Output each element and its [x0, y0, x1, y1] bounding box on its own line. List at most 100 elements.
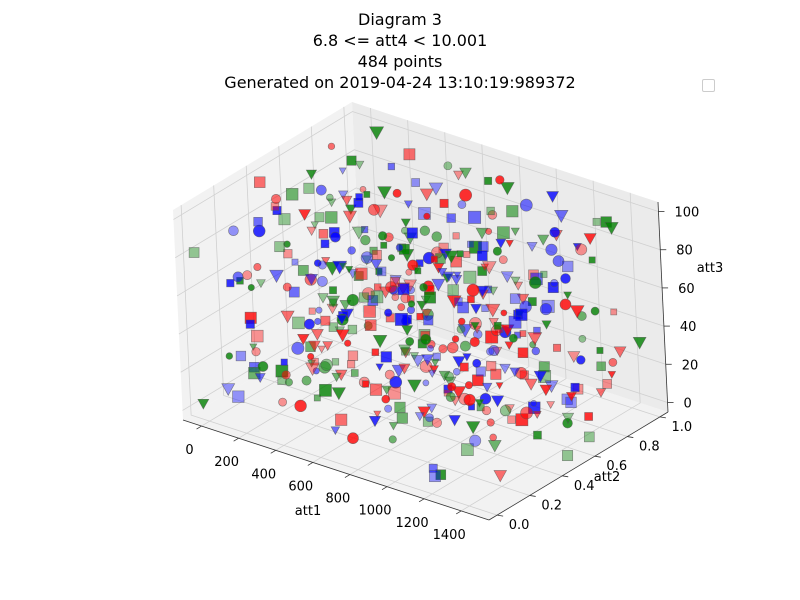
data-point-circle — [225, 352, 233, 360]
data-point-triangle — [453, 271, 462, 279]
grid-line-y — [180, 205, 498, 516]
data-point-circle — [384, 369, 395, 380]
data-point-square — [364, 319, 377, 331]
data-point-circle — [346, 293, 359, 307]
data-point-triangle — [305, 362, 320, 376]
data-point-square — [570, 382, 580, 392]
data-point-triangle — [368, 415, 382, 428]
x-tick-label: 800 — [325, 492, 350, 507]
x-tick — [381, 486, 388, 491]
y-tick — [659, 416, 666, 419]
data-point-circle — [451, 335, 460, 343]
data-point-circle — [575, 243, 588, 256]
data-point-square — [394, 401, 406, 413]
data-point-circle — [330, 231, 341, 243]
data-point-square — [475, 366, 486, 377]
data-point-circle — [608, 358, 618, 367]
y-tick-label: 0.8 — [639, 440, 660, 455]
data-point-circle — [378, 231, 388, 241]
x-tick — [344, 474, 351, 478]
data-point-circle — [530, 400, 538, 407]
grid-line-x — [201, 108, 381, 427]
data-point-circle — [392, 188, 402, 198]
data-point-triangle — [373, 410, 382, 418]
data-point-square — [472, 374, 484, 387]
data-point-square — [540, 270, 548, 278]
data-point-square — [355, 267, 368, 280]
data-point-triangle — [298, 209, 312, 221]
data-point-triangle — [338, 190, 349, 200]
data-point-triangle — [254, 373, 266, 384]
data-point-triangle — [427, 369, 437, 378]
data-point-triangle — [537, 234, 550, 246]
data-point-circle — [486, 418, 495, 427]
data-point-circle — [508, 333, 518, 343]
data-point-circle — [444, 371, 454, 382]
data-point-triangle — [526, 241, 538, 252]
data-point-circle — [271, 193, 282, 204]
data-point-triangle — [470, 304, 482, 315]
data-point-triangle — [326, 198, 337, 208]
data-point-square — [562, 260, 574, 273]
data-point-square — [325, 211, 338, 224]
data-point-circle — [486, 347, 495, 356]
grid-line-z — [178, 225, 665, 335]
data-point-triangle — [398, 344, 412, 357]
data-point-triangle — [345, 204, 357, 216]
data-point-square — [303, 182, 315, 194]
data-point-triangle — [317, 293, 329, 304]
data-point-circle — [447, 341, 459, 354]
data-point-square — [610, 308, 618, 316]
data-point-square — [380, 351, 392, 363]
data-point-triangle — [500, 182, 515, 196]
data-point-circle — [559, 298, 572, 311]
chart-title-line-3: 484 points — [357, 52, 443, 71]
data-point-square — [461, 443, 474, 456]
data-point-triangle — [539, 384, 553, 397]
data-point-circle — [381, 394, 391, 404]
data-point-circle — [425, 413, 434, 423]
data-point-square — [335, 413, 348, 426]
data-point-circle — [253, 263, 262, 271]
data-point-square — [297, 265, 309, 276]
z-tick-label: 80 — [676, 244, 693, 259]
data-point-triangle — [421, 354, 435, 367]
data-point-square — [363, 191, 371, 198]
data-point-square — [278, 213, 291, 226]
data-point-circle — [498, 255, 508, 265]
x-tick — [418, 498, 425, 503]
data-point-circle — [284, 378, 293, 387]
data-point-triangle — [403, 200, 413, 209]
data-point-square — [428, 463, 438, 473]
data-point-triangle — [414, 412, 425, 422]
data-point-square — [367, 295, 379, 306]
data-point-circle — [347, 432, 359, 445]
data-point-triangle — [462, 353, 472, 362]
data-point-triangle — [457, 324, 473, 338]
data-point-circle — [360, 235, 371, 246]
data-point-triangle — [476, 285, 489, 298]
data-point-circle — [453, 368, 461, 376]
data-point-square — [506, 205, 519, 218]
data-point-triangle — [341, 195, 353, 207]
data-point-triangle — [546, 401, 556, 410]
data-point-triangle — [475, 227, 489, 240]
data-point-triangle — [335, 329, 350, 343]
x-tick — [233, 437, 239, 442]
data-point-triangle — [453, 170, 464, 181]
data-point-square — [584, 412, 593, 421]
data-point-square — [484, 176, 493, 185]
z-tick-label: 100 — [674, 206, 699, 221]
grid-line-z — [176, 187, 663, 297]
data-point-circle — [368, 203, 380, 216]
data-point-circle — [469, 336, 480, 347]
x-tick-label: 200 — [214, 455, 239, 470]
data-point-circle — [395, 243, 404, 252]
data-point-triangle — [569, 305, 585, 319]
data-point-circle — [317, 260, 327, 270]
data-point-circle — [320, 358, 333, 372]
data-point-triangle — [409, 352, 419, 361]
data-point-triangle — [419, 188, 434, 202]
data-point-square — [424, 291, 436, 304]
